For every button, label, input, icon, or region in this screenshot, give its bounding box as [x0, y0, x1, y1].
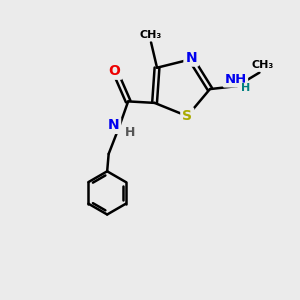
Text: NH: NH: [224, 73, 247, 86]
Text: H: H: [241, 83, 250, 94]
Text: CH₃: CH₃: [140, 30, 162, 40]
Text: S: S: [182, 109, 192, 123]
Text: H: H: [125, 126, 136, 139]
Text: O: O: [109, 64, 121, 78]
Text: N: N: [108, 118, 120, 132]
Text: N: N: [185, 51, 197, 65]
Text: CH₃: CH₃: [251, 60, 274, 70]
